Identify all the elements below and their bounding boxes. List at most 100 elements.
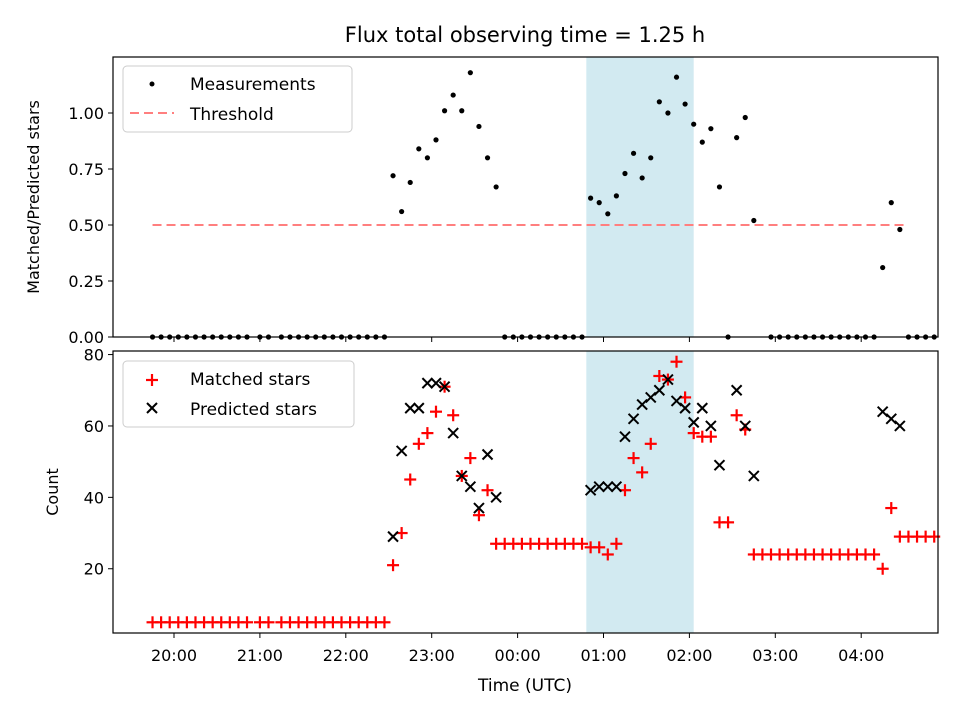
measurement-point [716,184,723,190]
top-x-ticks [173,337,862,342]
legend-marker-measurements [149,81,155,87]
matched-stars-point [627,452,640,465]
predicted-stars-point [395,445,408,457]
measurement-point [407,179,413,186]
predicted-stars-point [456,470,468,482]
y-tick-label: 20 [84,560,104,579]
measurement-point [588,195,594,201]
measurement-point [605,211,611,217]
measurement-point [734,135,740,141]
measurement-point [441,108,448,114]
bottom-y-axis-label: Count [43,468,62,516]
measurement-point [484,155,491,161]
matched-stars-point [412,437,425,450]
matched-stars-point [885,502,898,515]
predicted-stars-point [662,373,674,386]
measurement-point [390,173,396,179]
measurement-point [648,155,654,161]
predicted-stars-point [413,402,425,414]
measurement-point [897,226,903,233]
measurement-point [476,123,482,130]
matched-stars-point [576,537,589,550]
x-tick-label: 03:00 [752,646,798,665]
matched-stars-point [472,509,485,522]
y-tick-label: 0.50 [68,216,104,235]
measurement-point [493,184,499,190]
predicted-stars-point [687,416,700,429]
legend-label-measurements: Measurements [190,75,316,95]
predicted-stars-point [387,530,399,543]
measurement-point [699,139,705,145]
legend-marker-predicted [146,402,158,414]
matched-stars-point [644,437,657,450]
measurement-point [682,101,688,107]
count-points [146,355,941,629]
top-legend-box [122,65,353,133]
predicted-stars-point [636,398,648,411]
measurement-point [751,217,757,224]
measurement-point [691,121,697,127]
bottom-legend: Matched stars Predicted stars [122,360,355,428]
measurement-point [424,155,431,161]
predicted-stars-point [876,405,889,418]
predicted-stars-point [464,480,477,493]
matched-stars-point [404,473,417,486]
measurement-point [399,208,405,215]
y-tick-label: 0.75 [68,160,104,179]
matched-stars-point [687,427,700,440]
x-tick-label: 00:00 [495,646,541,665]
measurement-point [639,175,645,181]
matched-stars-point [429,405,442,418]
top-y-axis-label: Matched/Predicted stars [24,100,43,294]
predicted-stars-point [730,384,743,396]
matched-stars-point [378,616,391,629]
matched-stars-point [262,616,275,629]
matched-stars-point [730,409,743,422]
x-tick-label: 20:00 [151,646,197,665]
predicted-stars-point [473,502,485,514]
predicted-stars-point [885,413,897,425]
bottom-x-ticks: 20:00 21:00 22:00 23:00 00:00 01:00 02:00 03:00… [151,633,884,665]
predicted-stars-point [705,420,717,432]
predicted-stars-point [653,384,666,396]
predicted-stars-point [602,480,614,493]
measurement-point [459,108,465,114]
predicted-stars-point [679,402,691,414]
matched-stars-point [601,548,614,561]
x-tick-label: 22:00 [323,646,369,665]
measurement-point [880,264,886,271]
predicted-stars-point [447,427,459,439]
x-tick-label: 04:00 [838,646,884,665]
measurement-point [433,137,439,143]
measurement-point [450,92,456,98]
x-tick-label: 01:00 [580,646,626,665]
measurement-point [622,170,628,177]
measurement-point [888,200,894,206]
legend-label-predicted: Predicted stars [190,400,317,420]
y-tick-label: 0.25 [68,272,104,291]
matched-stars-point [636,466,649,479]
top-y-ticks: 0.00 0.25 0.50 0.75 1.00 [68,104,113,347]
predicted-stars-point [610,480,623,493]
top-axes-frame [112,56,939,338]
measurement-point [673,74,680,80]
matched-stars-point [421,427,434,440]
matched-stars-point [704,430,717,443]
measurement-point [665,110,671,116]
measurement-point [467,70,473,76]
measurement-point [742,114,748,121]
predicted-stars-point [627,413,640,425]
matched-stars-point [670,355,683,368]
predicted-stars-point [584,484,597,496]
top-panel: 0.00 0.25 0.50 0.75 1.00 Matched/Predicted s… [24,56,939,347]
predicted-stars-point [421,377,434,389]
y-tick-label: 0.00 [68,328,104,347]
matched-stars-point [722,516,735,529]
measurement-point [656,99,662,105]
observing-interval-shade [586,351,694,633]
matched-stars-point [447,409,460,422]
matched-stars-point [593,541,606,554]
matched-stars-point [876,562,889,575]
predicted-stars-point [619,430,631,443]
x-tick-label: 02:00 [666,646,712,665]
